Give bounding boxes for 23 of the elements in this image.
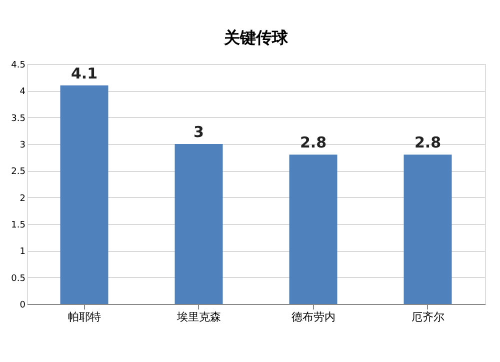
y-tick-label: 3 — [20, 140, 26, 150]
y-tick-label: 0.5 — [11, 274, 26, 284]
x-tick-label: 帕耶特 — [68, 310, 101, 324]
y-tick-label: 2 — [20, 194, 26, 204]
y-tick-label: 1.5 — [11, 220, 26, 230]
data-label: 4.1 — [70, 64, 98, 82]
bar — [289, 154, 338, 304]
x-tick-label: 德布劳内 — [291, 310, 336, 324]
y-tick-label: 4 — [20, 87, 26, 98]
y-tick-label: 3.5 — [11, 114, 26, 124]
bar — [60, 85, 108, 304]
data-label: 3 — [194, 123, 204, 141]
bar — [174, 144, 223, 304]
x-tick-label: 埃里克森 — [176, 310, 221, 324]
y-tick-label: 2.5 — [11, 167, 26, 178]
y-tick-label: 0 — [20, 300, 26, 310]
data-label: 2.8 — [414, 134, 442, 152]
data-label: 2.8 — [300, 134, 327, 152]
chart-title: 关键传球 — [223, 28, 289, 47]
y-tick-label: 1 — [20, 247, 26, 258]
x-tick-label: 厄齐尔 — [411, 310, 444, 324]
y-tick-label: 4.5 — [11, 60, 26, 70]
bar — [404, 154, 452, 304]
